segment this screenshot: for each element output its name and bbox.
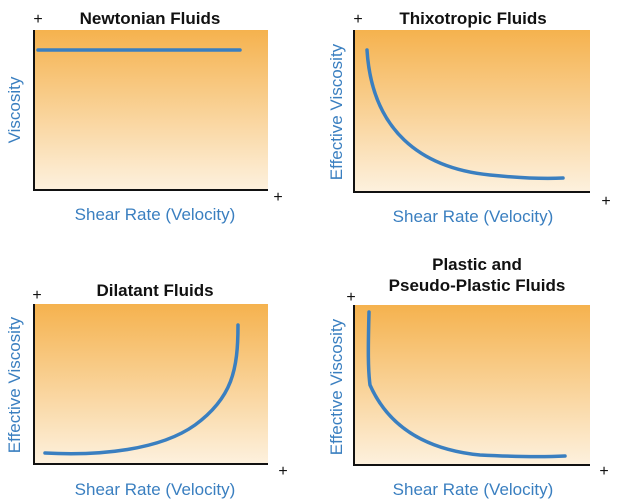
x-label: Shear Rate (Velocity) xyxy=(393,207,554,226)
title: Plastic and xyxy=(432,255,522,274)
plus-x: + xyxy=(599,463,608,480)
axes xyxy=(353,30,590,193)
y-label: Viscosity xyxy=(5,76,24,143)
plot-area xyxy=(354,305,590,465)
title: Pseudo-Plastic Fluids xyxy=(389,276,566,295)
x-label: Shear Rate (Velocity) xyxy=(393,480,554,499)
plus-y: + xyxy=(33,11,42,28)
plus-y: + xyxy=(32,287,41,304)
plot-area xyxy=(34,304,268,464)
plot-area xyxy=(34,30,268,190)
panel-newtonian: Newtonian Fluids + + Shear Rate (Velocit… xyxy=(5,9,283,224)
plus-x: + xyxy=(278,463,287,480)
plus-y: + xyxy=(346,289,355,306)
plus-x: + xyxy=(601,193,610,210)
panel-dilatant: Dilatant Fluids + + Shear Rate (Velocity… xyxy=(5,281,288,499)
curve xyxy=(366,310,567,459)
axes xyxy=(353,305,590,466)
plus-y: + xyxy=(353,11,362,28)
curve xyxy=(43,323,240,456)
title: Thixotropic Fluids xyxy=(399,9,546,28)
x-label: Shear Rate (Velocity) xyxy=(75,480,236,499)
panel-plastic: Plastic and Pseudo-Plastic Fluids + + Sh… xyxy=(327,255,609,499)
title: Newtonian Fluids xyxy=(80,9,221,28)
plus-x: + xyxy=(273,189,282,206)
y-label: Effective Viscosity xyxy=(327,43,346,180)
title: Dilatant Fluids xyxy=(96,281,213,300)
y-label: Effective Viscosity xyxy=(327,318,346,455)
curve xyxy=(365,48,565,181)
x-label: Shear Rate (Velocity) xyxy=(75,205,236,224)
axes xyxy=(33,30,268,191)
axes xyxy=(33,304,268,465)
plot-area xyxy=(354,30,590,192)
panel-thixotropic: Thixotropic Fluids + + Shear Rate (Veloc… xyxy=(327,9,611,226)
y-label: Effective Viscosity xyxy=(5,316,24,453)
